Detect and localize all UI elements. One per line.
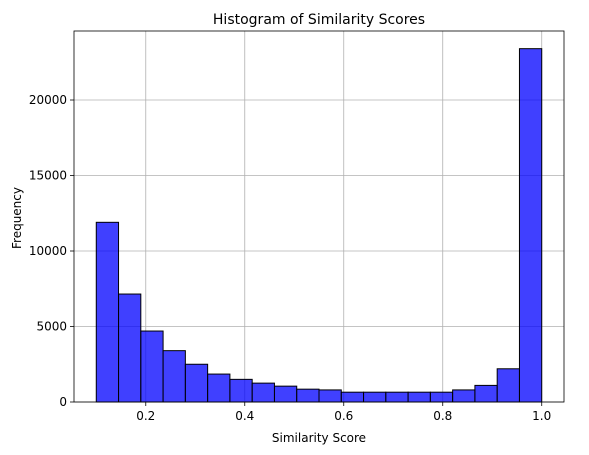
histogram-bar-13 [385, 391, 409, 403]
x-tick-label-1: 0.4 [235, 409, 254, 423]
y-axis-label: Frequency [10, 187, 24, 249]
histogram-bar-6 [229, 378, 253, 403]
histogram-bar-18 [496, 368, 520, 403]
histogram-bar-12 [363, 391, 387, 403]
histogram-bar-9 [296, 388, 320, 403]
histogram-bar-10 [318, 389, 342, 403]
histogram-bar-7 [251, 382, 275, 403]
plot-area: 0.2 0.4 0.6 0.8 1.0 0 5000 10000 15000 20000 [29, 30, 565, 423]
histogram-bar-14 [407, 391, 431, 403]
y-tick-label-2: 10000 [29, 244, 67, 258]
x-tick-label-4: 1.0 [532, 409, 551, 423]
y-tick-label-1: 5000 [36, 320, 67, 334]
y-tick-label-3: 15000 [29, 169, 67, 183]
x-tick-label-3: 0.8 [433, 409, 452, 423]
histogram-bar-0 [95, 221, 120, 403]
y-tick-label-0: 0 [59, 395, 67, 409]
x-tick-label-0: 0.2 [136, 409, 155, 423]
x-tick-label-2: 0.6 [334, 409, 353, 423]
histogram-bar-17 [474, 384, 498, 403]
histogram-bar-4 [184, 363, 209, 403]
histogram-bar-11 [340, 391, 365, 403]
x-axis-label: Similarity Score [272, 431, 366, 445]
histogram-bar-2 [140, 330, 164, 403]
histogram-bar-8 [273, 385, 298, 403]
histogram-bar-1 [118, 293, 142, 403]
y-tick-label-4: 20000 [29, 93, 67, 107]
histogram-bar-5 [207, 373, 231, 403]
axes-frame [73, 30, 565, 403]
histogram-bar-3 [162, 350, 186, 403]
histogram-bar-19 [518, 48, 543, 403]
histogram-bar-15 [429, 391, 454, 403]
chart-title: Histogram of Similarity Scores [213, 12, 425, 28]
histogram-bar-16 [452, 389, 476, 403]
